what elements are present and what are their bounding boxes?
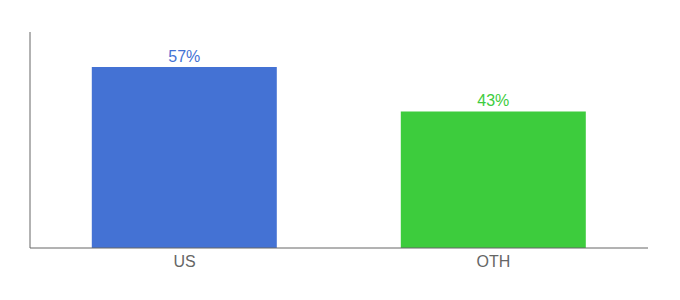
svg-text:US: US xyxy=(173,253,195,270)
svg-text:OTH: OTH xyxy=(477,253,511,270)
svg-text:57%: 57% xyxy=(168,48,200,65)
svg-text:43%: 43% xyxy=(477,92,509,109)
